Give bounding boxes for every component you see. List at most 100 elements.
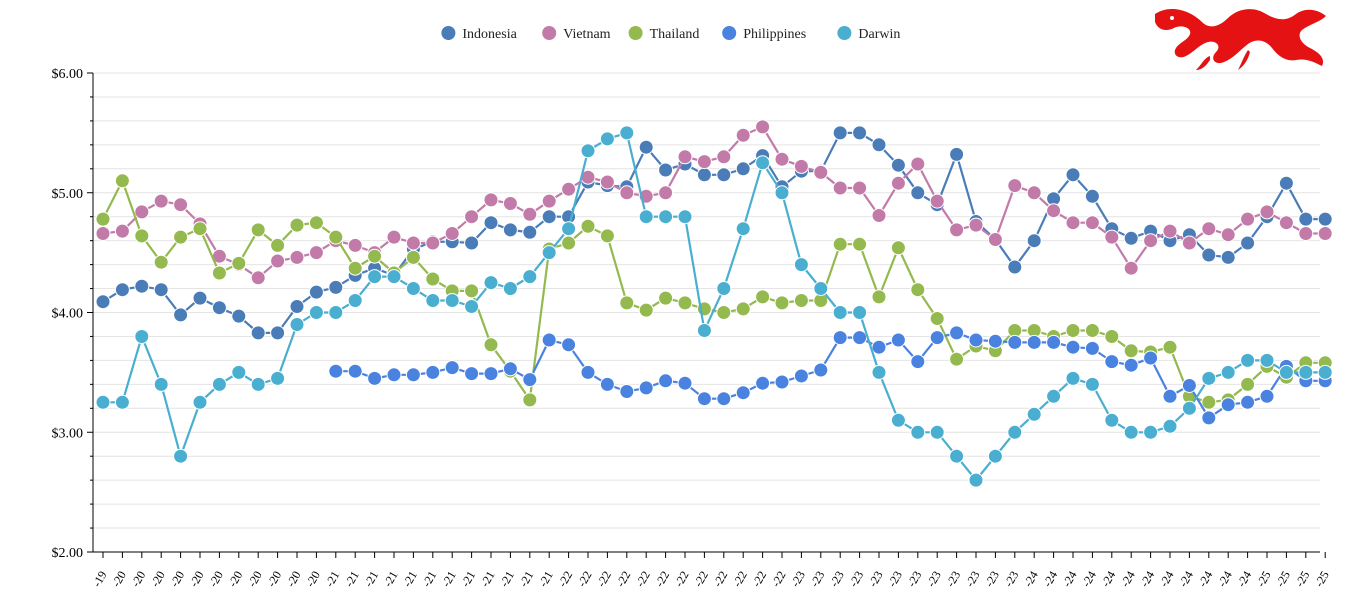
data-point[interactable] <box>890 332 906 348</box>
data-point[interactable] <box>231 255 247 271</box>
data-point[interactable] <box>832 330 848 346</box>
data-point[interactable] <box>1123 357 1139 373</box>
data-point[interactable] <box>1007 424 1023 440</box>
data-point[interactable] <box>619 185 635 201</box>
data-point[interactable] <box>192 394 208 410</box>
data-point[interactable] <box>1026 185 1042 201</box>
data-point[interactable] <box>1240 394 1256 410</box>
data-point[interactable] <box>483 366 499 382</box>
data-point[interactable] <box>95 226 111 241</box>
data-point[interactable] <box>308 215 324 231</box>
data-point[interactable] <box>599 228 615 244</box>
data-point[interactable] <box>949 146 965 162</box>
data-point[interactable] <box>231 308 247 324</box>
data-point[interactable] <box>173 197 189 213</box>
data-point[interactable] <box>1181 235 1197 251</box>
data-point[interactable] <box>871 339 887 355</box>
data-point[interactable] <box>638 380 654 396</box>
data-point[interactable] <box>464 235 480 251</box>
data-point[interactable] <box>1065 339 1081 355</box>
data-point[interactable] <box>949 325 965 341</box>
data-point[interactable] <box>561 221 577 237</box>
data-point[interactable] <box>153 193 169 209</box>
data-point[interactable] <box>1162 418 1178 434</box>
data-point[interactable] <box>444 360 460 376</box>
data-point[interactable] <box>638 209 654 225</box>
data-point[interactable] <box>813 362 829 378</box>
data-point[interactable] <box>619 384 635 399</box>
data-point[interactable] <box>1317 226 1333 241</box>
data-point[interactable] <box>1143 424 1159 440</box>
data-point[interactable] <box>580 143 596 159</box>
data-point[interactable] <box>502 281 518 296</box>
data-point[interactable] <box>522 392 538 408</box>
data-point[interactable] <box>1220 364 1236 380</box>
data-point[interactable] <box>561 235 577 251</box>
data-point[interactable] <box>561 337 577 353</box>
data-point[interactable] <box>134 329 150 344</box>
data-point[interactable] <box>696 167 712 183</box>
data-point[interactable] <box>1201 410 1217 426</box>
data-point[interactable] <box>1278 175 1294 191</box>
data-point[interactable] <box>444 226 460 241</box>
data-point[interactable] <box>677 149 693 165</box>
data-point[interactable] <box>987 232 1003 247</box>
data-point[interactable] <box>1298 211 1314 227</box>
data-point[interactable] <box>173 448 189 464</box>
data-point[interactable] <box>735 221 751 237</box>
data-point[interactable] <box>522 269 538 285</box>
data-point[interactable] <box>716 167 732 183</box>
data-point[interactable] <box>483 192 499 208</box>
data-point[interactable] <box>1317 211 1333 227</box>
data-point[interactable] <box>968 332 984 348</box>
data-point[interactable] <box>270 253 286 269</box>
data-point[interactable] <box>1123 343 1139 359</box>
data-point[interactable] <box>735 127 751 143</box>
data-point[interactable] <box>929 424 945 440</box>
data-point[interactable] <box>871 289 887 305</box>
data-point[interactable] <box>1220 227 1236 243</box>
data-point[interactable] <box>1278 215 1294 231</box>
data-point[interactable] <box>910 354 926 370</box>
data-point[interactable] <box>250 270 266 286</box>
data-point[interactable] <box>173 229 189 245</box>
data-point[interactable] <box>541 209 557 225</box>
data-point[interactable] <box>793 158 809 174</box>
data-point[interactable] <box>328 305 344 320</box>
data-point[interactable] <box>1065 167 1081 183</box>
data-point[interactable] <box>755 289 771 305</box>
data-point[interactable] <box>813 164 829 180</box>
data-point[interactable] <box>987 333 1003 349</box>
data-point[interactable] <box>270 325 286 341</box>
data-point[interactable] <box>1123 260 1139 276</box>
data-point[interactable] <box>1240 211 1256 227</box>
data-point[interactable] <box>1317 364 1333 380</box>
data-point[interactable] <box>1046 334 1062 350</box>
data-point[interactable] <box>1259 204 1275 220</box>
data-point[interactable] <box>949 222 965 238</box>
data-point[interactable] <box>929 311 945 326</box>
data-point[interactable] <box>1201 221 1217 237</box>
data-point[interactable] <box>367 269 383 285</box>
data-point[interactable] <box>677 375 693 391</box>
data-point[interactable] <box>1240 376 1256 392</box>
data-point[interactable] <box>522 224 538 240</box>
data-point[interactable] <box>1181 400 1197 416</box>
data-point[interactable] <box>1104 329 1120 344</box>
data-point[interactable] <box>696 391 712 407</box>
data-point[interactable] <box>1084 340 1100 356</box>
data-point[interactable] <box>386 367 402 383</box>
data-point[interactable] <box>599 174 615 190</box>
data-point[interactable] <box>1201 394 1217 410</box>
data-point[interactable] <box>405 249 421 265</box>
legend-item[interactable]: Thailand <box>628 26 700 42</box>
data-point[interactable] <box>328 229 344 245</box>
data-point[interactable] <box>599 376 615 392</box>
data-point[interactable] <box>735 161 751 177</box>
data-point[interactable] <box>522 206 538 222</box>
legend-item[interactable]: Philippines <box>722 26 806 42</box>
data-point[interactable] <box>1084 215 1100 231</box>
data-point[interactable] <box>289 217 305 233</box>
data-point[interactable] <box>1065 323 1081 338</box>
data-point[interactable] <box>658 373 674 389</box>
